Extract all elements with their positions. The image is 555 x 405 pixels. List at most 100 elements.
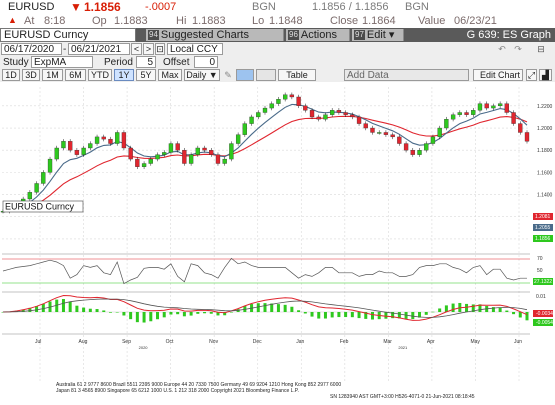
suggested-charts-num: 94: [148, 30, 159, 40]
indicator-last: 27.1322: [534, 279, 552, 285]
macd-histogram-bar: [176, 312, 180, 315]
macd-histogram-bar: [525, 312, 529, 321]
currency-select[interactable]: Local CCY: [167, 43, 223, 55]
candle-body: [115, 132, 120, 144]
candle-body: [491, 105, 496, 109]
table-button[interactable]: Table: [278, 69, 316, 81]
macd-histogram-bar: [276, 304, 280, 312]
macd-histogram-bar: [1, 312, 5, 313]
range-5y-button[interactable]: 5Y: [136, 69, 156, 81]
candle-body: [256, 112, 261, 118]
study-select[interactable]: ExpMA: [31, 56, 93, 68]
range-1m-button[interactable]: 1M: [42, 69, 63, 81]
macd-histogram-bar: [384, 312, 388, 319]
security-field[interactable]: EURUSD Curncy: [0, 28, 136, 42]
time-value: 8:18: [44, 15, 66, 27]
candle-body: [383, 132, 389, 135]
candle-body: [444, 119, 449, 129]
last-price: 1.1856: [84, 0, 121, 14]
edit-chart-label: Edit Chart: [479, 70, 520, 80]
macd-histogram-bar: [102, 310, 106, 312]
prev-period-button[interactable]: <: [131, 43, 142, 55]
frequency-select[interactable]: Daily ▼: [184, 69, 220, 81]
period-field[interactable]: 5: [136, 56, 156, 68]
high-value: 1.1883: [192, 15, 226, 27]
indicator-tick: 50: [537, 268, 543, 274]
candle-body: [202, 147, 207, 151]
candle-body: [262, 107, 268, 113]
range-6m-button[interactable]: 6M: [65, 69, 86, 81]
date-to-field[interactable]: 06/21/2021: [68, 43, 130, 55]
edit-chart-button[interactable]: Edit Chart: [473, 69, 523, 81]
candle-body: [417, 150, 422, 155]
y-tick-label: 1.1600: [537, 170, 553, 176]
macd-last-label: -0.0034: [536, 311, 553, 317]
candle-body: [504, 103, 509, 113]
legend-box: [2, 200, 84, 213]
candle-body: [128, 147, 133, 160]
edit-button[interactable]: 97 Edit ▾: [352, 29, 404, 41]
x-tick-label: Dec: [253, 339, 262, 345]
macd-histogram-bar: [35, 306, 39, 312]
x-tick-label: Mar: [383, 339, 392, 345]
macd-histogram-bar: [263, 303, 267, 312]
candle-body: [397, 136, 402, 144]
candle-body: [135, 158, 140, 167]
candle-body: [249, 116, 254, 124]
x-tick-label: Jul: [35, 339, 41, 345]
candle-body: [511, 112, 516, 124]
candle-body: [464, 112, 469, 115]
candle-body: [457, 112, 462, 115]
security-name: EURUSD Curncy: [4, 29, 89, 41]
chart-icon[interactable]: ▟: [539, 69, 552, 81]
candle-body: [101, 136, 106, 140]
macd-histogram-bar: [122, 312, 126, 316]
candle-body: [363, 123, 368, 129]
pen-icon[interactable]: ✎: [224, 70, 232, 80]
line-style-button[interactable]: [236, 69, 254, 81]
open-value: 1.1883: [114, 15, 148, 27]
year-label: 2021: [398, 345, 408, 350]
macd-histogram-bar: [330, 312, 334, 318]
range-ytd-button[interactable]: YTD: [88, 69, 112, 81]
collapse-icon[interactable]: ⊟: [537, 44, 545, 54]
redo-icon[interactable]: ↷: [514, 44, 522, 54]
macd-histogram-bar: [256, 303, 260, 312]
bar-style-button[interactable]: [256, 69, 276, 81]
undo-icon[interactable]: ↶: [498, 44, 506, 54]
range-1d-button[interactable]: 1D: [2, 69, 20, 81]
range-max-button[interactable]: Max: [158, 69, 182, 81]
macd-tag: [533, 319, 553, 326]
legend: EURUSD Curncy: [2, 200, 84, 213]
candle-body: [188, 154, 194, 164]
macd-histogram-bar: [397, 312, 401, 319]
offset-label: Offset: [163, 57, 190, 68]
offset-field[interactable]: 0: [194, 56, 218, 68]
date-from-field[interactable]: 06/17/2020: [1, 43, 62, 55]
macd-histogram-bar: [21, 309, 25, 312]
candle-body: [377, 132, 382, 134]
candle-body: [437, 127, 442, 138]
next-period-button[interactable]: >: [143, 43, 154, 55]
macd-histogram-bar: [156, 312, 160, 320]
range-1y-button[interactable]: 1Y: [114, 69, 134, 81]
candle-body: [484, 103, 489, 109]
suggested-charts-button[interactable]: 94 Suggested Charts: [146, 29, 284, 41]
macd-histogram-bar: [88, 308, 92, 312]
candle-body: [330, 110, 335, 115]
zoom-icon[interactable]: ⊡: [155, 43, 165, 55]
macd-histogram-bar: [149, 312, 153, 322]
candle-body: [88, 143, 93, 149]
macd-histogram-bar: [344, 312, 348, 318]
macd-histogram-bar: [270, 303, 274, 312]
range-3d-button[interactable]: 3D: [22, 69, 40, 81]
macd-histogram-bar: [196, 312, 200, 314]
candle-body: [47, 158, 53, 173]
macd-histogram-bar: [491, 307, 495, 312]
expand-icon[interactable]: ⤢: [526, 69, 537, 81]
macd-histogram-bar: [162, 312, 166, 318]
x-tick-label: Oct: [166, 339, 174, 345]
candle-body: [148, 158, 153, 164]
add-data-field[interactable]: Add Data: [344, 69, 469, 81]
